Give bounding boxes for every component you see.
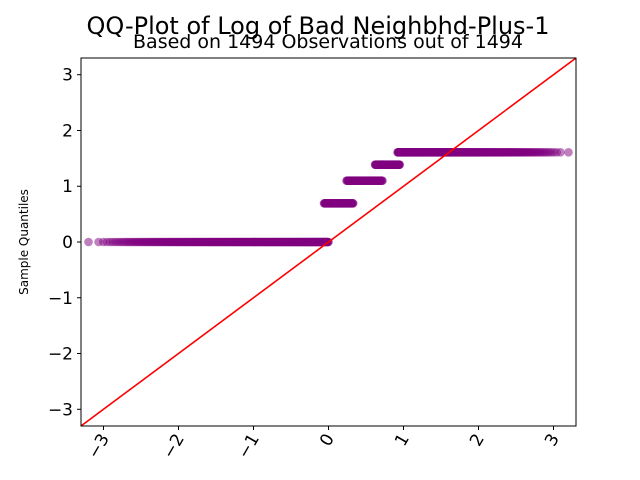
points-group-1 xyxy=(319,199,358,208)
data-point xyxy=(395,160,405,170)
x-tick-label: −2 xyxy=(159,431,189,463)
data-point xyxy=(84,237,93,247)
y-tick-label: −2 xyxy=(48,345,73,365)
chart-subtitle: Based on 1494 Observations out of 1494 xyxy=(133,31,523,53)
x-tick-label: 0 xyxy=(316,431,339,450)
points-group-2 xyxy=(342,176,387,186)
y-tick-label: −3 xyxy=(48,400,73,420)
y-tick-label: −1 xyxy=(48,289,73,309)
points-group-4 xyxy=(393,147,573,157)
data-point xyxy=(378,176,387,186)
data-point xyxy=(564,147,573,157)
data-point xyxy=(556,147,565,157)
points-group-3 xyxy=(370,160,405,170)
data-point xyxy=(348,199,358,208)
y-tick-label: 3 xyxy=(62,66,73,86)
x-tick-label: 2 xyxy=(466,431,489,450)
points-layer xyxy=(84,147,573,247)
y-tick-label: 1 xyxy=(62,177,73,197)
y-tick-label: 0 xyxy=(62,233,73,253)
points-group-0 xyxy=(84,237,333,247)
x-tick-label: −1 xyxy=(234,431,264,463)
x-tick-label: −3 xyxy=(84,431,114,463)
chart-title: QQ-Plot of Log of Bad Neighbhd-Plus-1 xyxy=(87,12,550,40)
y-axis-label: Sample Quantiles xyxy=(17,189,31,295)
y-tick-label: 2 xyxy=(62,121,73,141)
x-tick-label: 1 xyxy=(391,431,414,450)
reference-line xyxy=(81,58,576,426)
reference-line-layer xyxy=(81,58,576,426)
x-tick-label: 3 xyxy=(541,431,564,450)
